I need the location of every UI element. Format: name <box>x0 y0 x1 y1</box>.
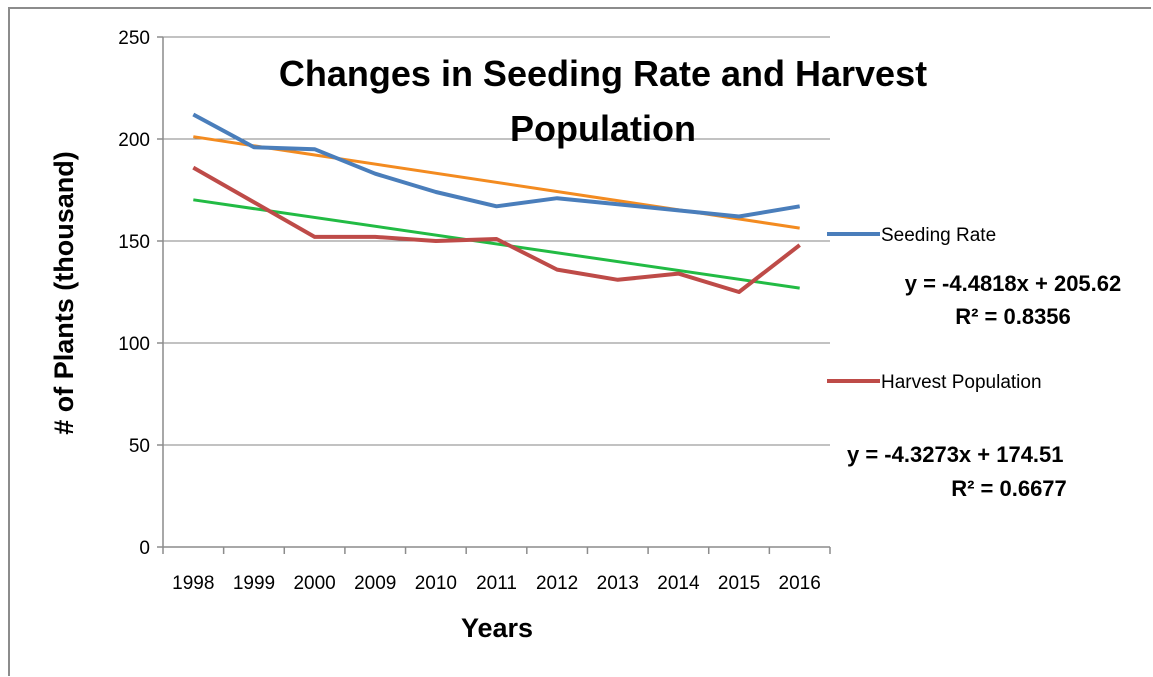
x-tick-label-2011: 2011 <box>476 573 517 594</box>
trendline-r2-seeding-rate: R² = 0.8356 <box>955 304 1071 329</box>
x-tick-label-1999: 1999 <box>233 573 275 594</box>
trendline-equation-harvest-population: y = -4.3273x + 174.51 <box>847 442 1064 467</box>
axes <box>162 37 830 548</box>
chart-frame <box>8 7 1151 676</box>
legend: Seeding Rate y = -4.4818x + 205.62 R² = … <box>827 225 1121 501</box>
chart-title-line1: Changes in Seeding Rate and Harvest <box>279 53 927 94</box>
y-tick-label-150: 150 <box>118 232 150 253</box>
trendline-equation-seeding-rate: y = -4.4818x + 205.62 <box>905 271 1122 296</box>
series-lines <box>192 112 801 294</box>
trendline-harvest-population <box>193 198 800 290</box>
x-tick-label-2010: 2010 <box>415 573 457 594</box>
x-tick-labels: 1998 1999 2000 2009 2010 2011 2012 2013 2014 2015… <box>162 547 831 594</box>
y-tick-label-0: 0 <box>139 538 150 559</box>
y-tick-label-250: 250 <box>118 28 150 49</box>
x-tick-label-2014: 2014 <box>657 573 700 594</box>
x-tick-label-2000: 2000 <box>293 573 335 594</box>
chart-title-line2: Population <box>510 108 696 149</box>
legend-label-harvest-population: Harvest Population <box>881 372 1042 393</box>
x-tick-label-2012: 2012 <box>536 573 578 594</box>
y-tick-label-50: 50 <box>129 436 150 457</box>
x-tick-label-1998: 1998 <box>172 573 214 594</box>
series-line-seeding-rate <box>192 112 801 219</box>
y-tick-labels: 0 50 100 150 200 250 <box>118 28 163 559</box>
x-tick-label-2009: 2009 <box>354 573 396 594</box>
y-axis-title: # of Plants (thousand) <box>49 151 79 435</box>
x-axis-title: Years <box>461 613 533 643</box>
x-tick-label-2015: 2015 <box>718 573 760 594</box>
series-line-harvest-population <box>192 165 801 294</box>
legend-label-seeding-rate: Seeding Rate <box>881 225 996 246</box>
y-tick-label-200: 200 <box>118 130 150 151</box>
x-tick-label-2013: 2013 <box>597 573 639 594</box>
trendline-r2-harvest-population: R² = 0.6677 <box>951 476 1067 501</box>
y-tick-label-100: 100 <box>118 334 150 355</box>
x-tick-label-2016: 2016 <box>779 573 821 594</box>
